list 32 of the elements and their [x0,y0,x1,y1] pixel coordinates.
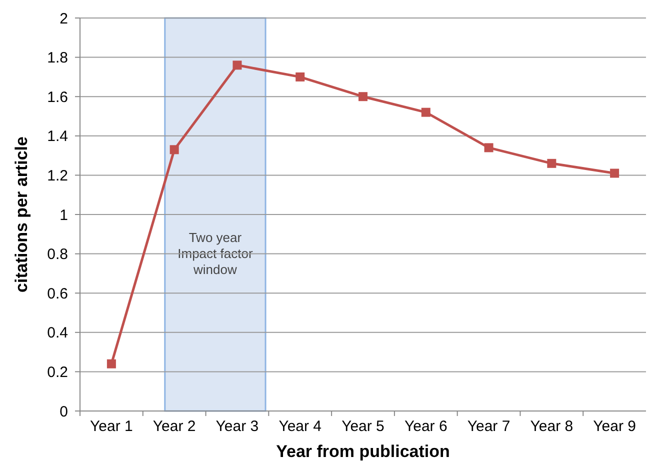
point [106,359,116,368]
y-tick-label: 1 [60,206,68,224]
point [547,158,556,168]
x-tick-label: Year 4 [278,418,322,435]
y-tick-label: 1.4 [47,128,68,146]
point [232,60,242,70]
point [610,168,620,178]
point [421,108,430,117]
y-tick-label: 0.2 [47,364,68,381]
y-tick-label: 0.6 [47,285,68,302]
y-tick-label: 1.6 [47,88,68,106]
point [484,143,494,152]
point [358,92,368,102]
y-tick-label: 0.8 [47,246,68,264]
x-tick-label: Year 7 [467,418,510,435]
band-label: Two year Impact factor window [178,230,254,278]
point [296,72,305,82]
y-tick-label: 1.8 [47,50,68,67]
y-axis-title: citations per article [12,136,31,292]
y-tick-label: 2 [60,10,68,28]
y-tick-label: 0.4 [47,324,68,342]
x-tick-label: Year 3 [216,418,259,435]
x-tick-label: Year 6 [404,418,448,435]
point [170,145,179,154]
x-tick-label: Year 8 [530,418,574,435]
x-tick-label: Year 1 [90,418,133,435]
y-tick-label: 1.2 [47,167,68,184]
x-tick-label: Year 2 [152,418,196,435]
x-tick-label: Year 9 [593,418,636,435]
y-tick-label: 0 [60,403,68,420]
x-axis-title: Year from publication [276,442,450,461]
x-tick-label: Year 5 [342,418,384,435]
